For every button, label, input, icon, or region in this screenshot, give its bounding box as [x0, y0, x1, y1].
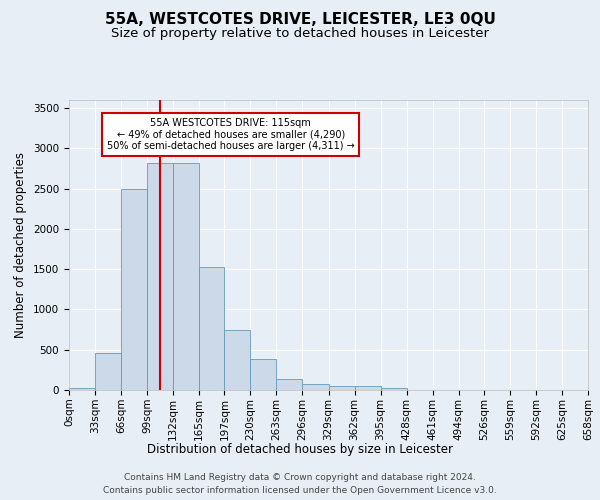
Text: Size of property relative to detached houses in Leicester: Size of property relative to detached ho… [111, 28, 489, 40]
Text: Distribution of detached houses by size in Leicester: Distribution of detached houses by size … [147, 442, 453, 456]
Bar [277, 378, 302, 390]
Y-axis label: Number of detached properties: Number of detached properties [14, 152, 28, 338]
Bar [302, 384, 329, 390]
Bar [121, 188, 147, 390]
Text: Contains HM Land Registry data © Crown copyright and database right 2024.: Contains HM Land Registry data © Crown c… [124, 472, 476, 482]
Bar [199, 267, 224, 390]
Text: 55A, WESTCOTES DRIVE, LEICESTER, LE3 0QU: 55A, WESTCOTES DRIVE, LEICESTER, LE3 0QU [104, 12, 496, 28]
Text: 55A WESTCOTES DRIVE: 115sqm
← 49% of detached houses are smaller (4,290)
50% of : 55A WESTCOTES DRIVE: 115sqm ← 49% of det… [107, 118, 355, 151]
Bar [95, 353, 121, 390]
Bar [355, 386, 380, 390]
Bar [147, 163, 173, 390]
Bar [69, 388, 95, 390]
Bar [224, 330, 250, 390]
Text: Contains public sector information licensed under the Open Government Licence v3: Contains public sector information licen… [103, 486, 497, 495]
Bar [329, 386, 355, 390]
Bar [173, 163, 199, 390]
Bar [380, 388, 407, 390]
Bar [250, 358, 277, 390]
